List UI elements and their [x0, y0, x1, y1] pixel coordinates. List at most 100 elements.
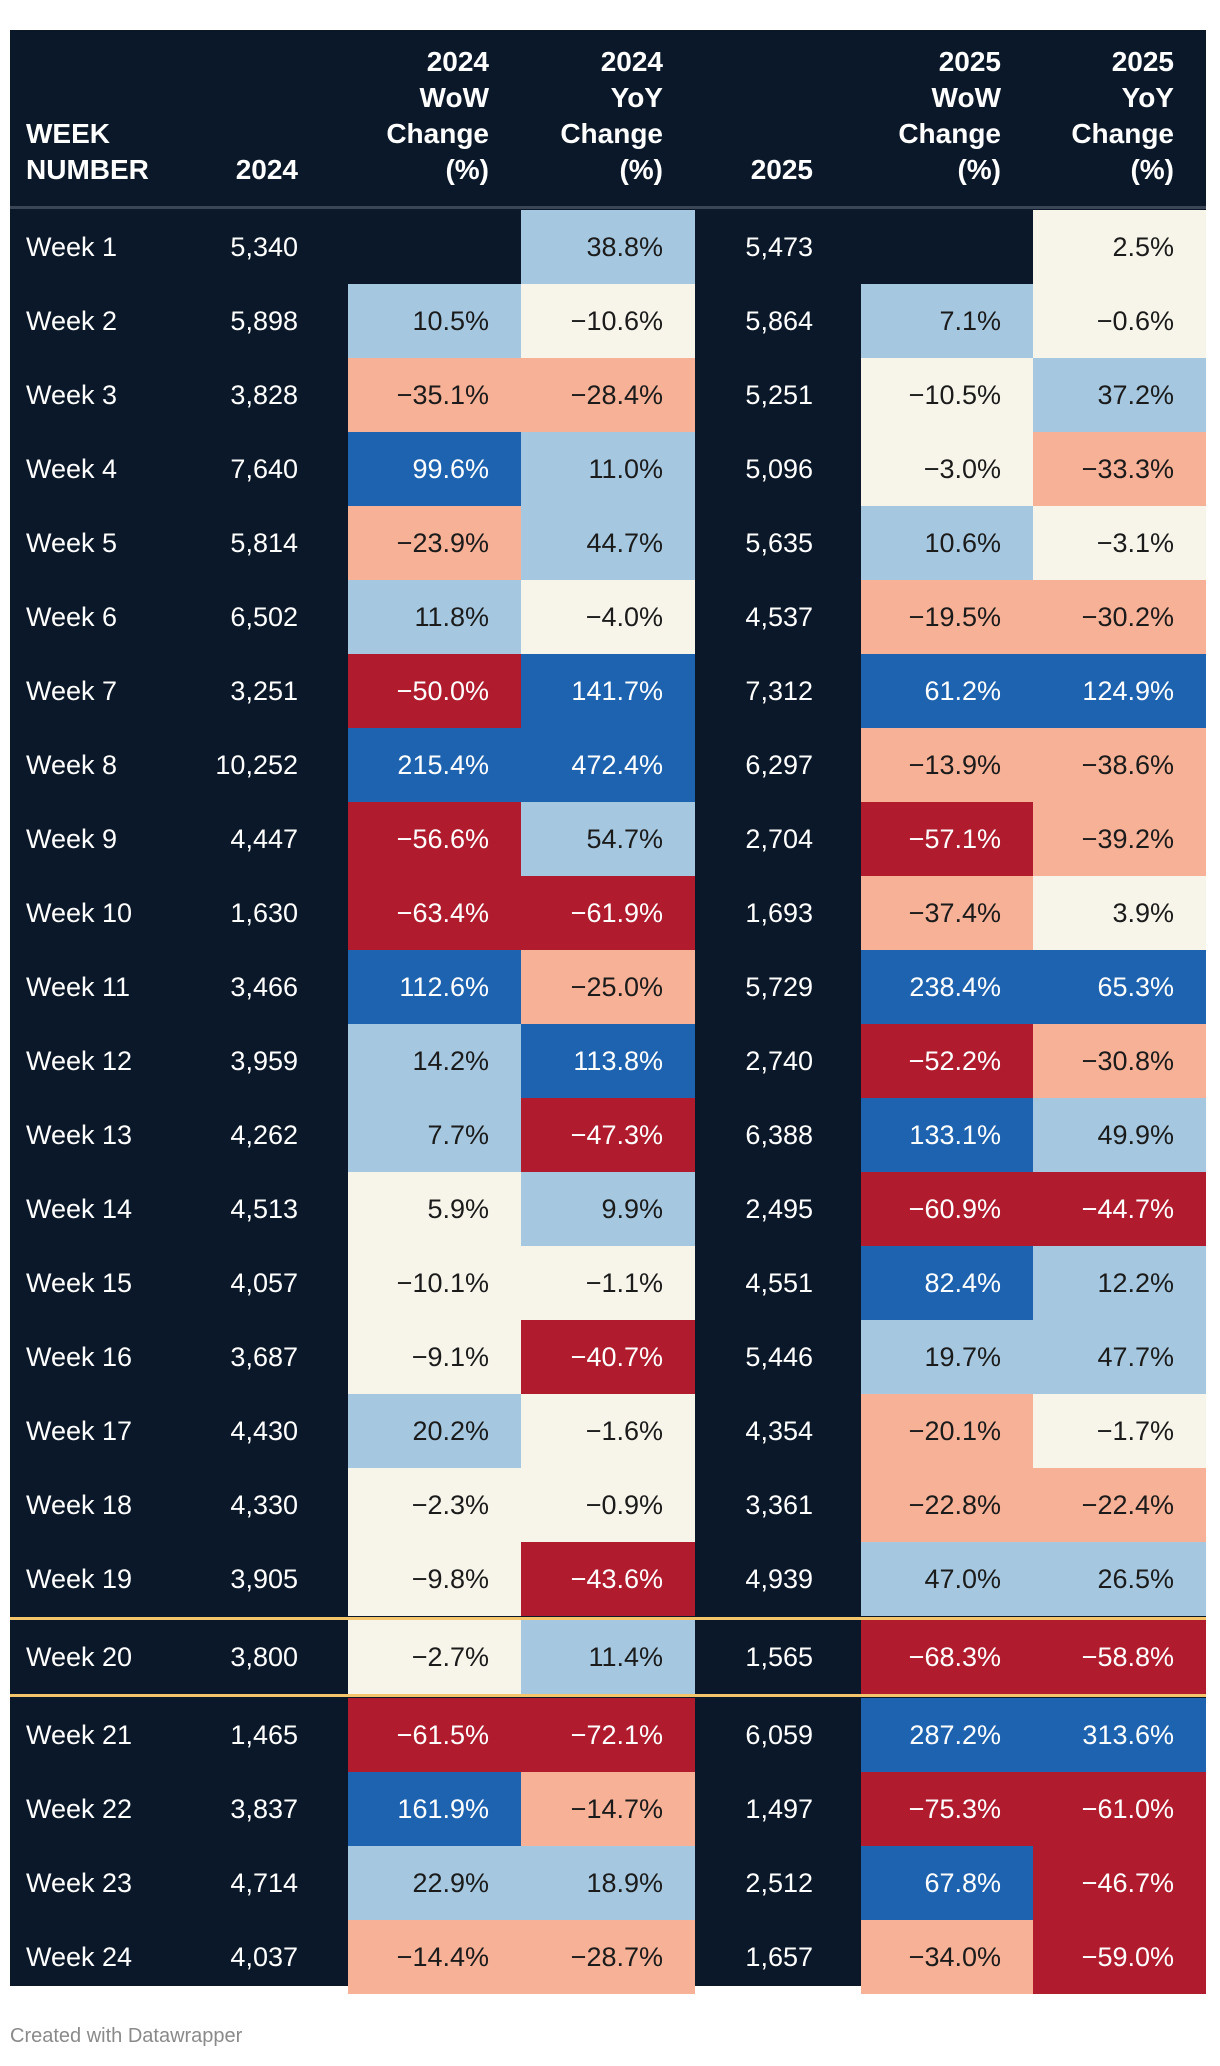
- table-cell-yoy2025: −58.8%: [1033, 1620, 1206, 1694]
- highlight-line: [10, 1617, 1206, 1620]
- table-cell-yoy2024: 38.8%: [521, 210, 695, 284]
- table-cell-wow2025: 238.4%: [861, 950, 1033, 1024]
- week-label: Week 5: [26, 527, 118, 558]
- table-cell-v2024: 7,640: [230, 453, 298, 484]
- table-cell-yoy2025: −38.6%: [1033, 728, 1206, 802]
- table-cell-v2025: 2,740: [745, 1045, 813, 1076]
- column-header: 2025 YoY Change (%): [1071, 46, 1174, 185]
- table-cell-wow2024: 14.2%: [348, 1024, 521, 1098]
- table-row: Week 10 1,630 −63.4% −61.9% 1,693 −37.4% 3.9%: [10, 876, 1206, 950]
- table-row: Week 7 3,251 −50.0% 141.7% 7,312 61.2% 124.9%: [10, 654, 1206, 728]
- week-label: Week 9: [26, 823, 118, 854]
- table-cell-yoy2025: 313.6%: [1033, 1698, 1206, 1772]
- table-cell-v2024: 4,447: [230, 823, 298, 854]
- table-cell-yoy2025: −3.1%: [1033, 506, 1206, 580]
- table-cell-wow2024: −35.1%: [348, 358, 521, 432]
- table-cell-wow2025: −52.2%: [861, 1024, 1033, 1098]
- table-cell-v2024: 4,714: [230, 1867, 298, 1898]
- table-cell-yoy2025: −46.7%: [1033, 1846, 1206, 1920]
- week-label: Week 12: [26, 1045, 133, 1076]
- table-cell-wow2024: −63.4%: [348, 876, 521, 950]
- table-cell-v2025: 5,635: [745, 527, 813, 558]
- table-cell-yoy2025: −22.4%: [1033, 1468, 1206, 1542]
- table-cell-v2025: 4,551: [745, 1267, 813, 1298]
- highlight-line: [10, 1694, 1206, 1697]
- table-cell-yoy2024: 141.7%: [521, 654, 695, 728]
- table-cell-yoy2024: −28.4%: [521, 358, 695, 432]
- week-label: Week 13: [26, 1119, 133, 1150]
- table-cell-v2025: 1,657: [745, 1941, 813, 1972]
- table-cell-yoy2024: −25.0%: [521, 950, 695, 1024]
- table-cell-yoy2025: 2.5%: [1033, 210, 1206, 284]
- table-cell-wow2024: 5.9%: [348, 1172, 521, 1246]
- table-cell-wow2024: 11.8%: [348, 580, 521, 654]
- table-cell-v2024: 4,330: [230, 1489, 298, 1520]
- table-row: Week 21 1,465 −61.5% −72.1% 6,059 287.2% 313.6…: [10, 1698, 1206, 1772]
- table-cell-wow2025: 67.8%: [861, 1846, 1033, 1920]
- table-cell-yoy2024: −47.3%: [521, 1098, 695, 1172]
- table-cell-wow2025: [861, 210, 1033, 284]
- table-cell-wow2024: 215.4%: [348, 728, 521, 802]
- table-cell-yoy2025: 49.9%: [1033, 1098, 1206, 1172]
- week-label: Week 24: [26, 1941, 133, 1972]
- table-cell-v2024: 1,630: [230, 897, 298, 928]
- table-row: Week 20 3,800 −2.7% 11.4% 1,565 −68.3% −58.8%: [10, 1620, 1206, 1694]
- table-cell-wow2024: 10.5%: [348, 284, 521, 358]
- table-cell-v2024: 4,513: [230, 1193, 298, 1224]
- table-cell-wow2025: −3.0%: [861, 432, 1033, 506]
- table-cell-v2025: 5,096: [745, 453, 813, 484]
- table-cell-yoy2025: 124.9%: [1033, 654, 1206, 728]
- week-label: Week 3: [26, 379, 118, 410]
- table-row: Week 15 4,057 −10.1% −1.1% 4,551 82.4% 12.2%: [10, 1246, 1206, 1320]
- table-cell-v2025: 4,939: [745, 1563, 813, 1594]
- table-cell-wow2025: 47.0%: [861, 1542, 1033, 1616]
- table-cell-wow2025: −34.0%: [861, 1920, 1033, 1994]
- week-label: Week 1: [26, 231, 118, 262]
- table-row: Week 22 3,837 161.9% −14.7% 1,497 −75.3% −61.0…: [10, 1772, 1206, 1846]
- table-cell-yoy2024: 9.9%: [521, 1172, 695, 1246]
- table-cell-v2025: 5,251: [745, 379, 813, 410]
- table-cell-yoy2024: −28.7%: [521, 1920, 695, 1994]
- week-label: Week 7: [26, 675, 118, 706]
- week-label: Week 18: [26, 1489, 133, 1520]
- table-cell-wow2024: 161.9%: [348, 1772, 521, 1846]
- table-cell-v2025: 1,693: [745, 897, 813, 928]
- table-cell-wow2025: 19.7%: [861, 1320, 1033, 1394]
- table-row: Week 3 3,828 −35.1% −28.4% 5,251 −10.5% 37.2%: [10, 358, 1206, 432]
- table-cell-wow2024: −50.0%: [348, 654, 521, 728]
- table-cell-wow2024: −10.1%: [348, 1246, 521, 1320]
- column-header: 2024: [235, 154, 298, 185]
- table-cell-wow2024: 7.7%: [348, 1098, 521, 1172]
- table-cell-v2025: 2,495: [745, 1193, 813, 1224]
- table-cell-yoy2025: 12.2%: [1033, 1246, 1206, 1320]
- column-header: 2024 WoW Change (%): [386, 46, 489, 185]
- table-row: Week 2 5,898 10.5% −10.6% 5,864 7.1% −0.6%: [10, 284, 1206, 358]
- table-row: Week 11 3,466 112.6% −25.0% 5,729 238.4% 65.3%: [10, 950, 1206, 1024]
- table-cell-v2025: 5,864: [745, 305, 813, 336]
- table-cell-v2024: 3,828: [230, 379, 298, 410]
- table-cell-v2024: 3,959: [230, 1045, 298, 1076]
- table-cell-v2025: 5,729: [745, 971, 813, 1002]
- week-label: Week 19: [26, 1563, 133, 1594]
- table-row: Week 14 4,513 5.9% 9.9% 2,495 −60.9% −44.7%: [10, 1172, 1206, 1246]
- table-cell-wow2025: −20.1%: [861, 1394, 1033, 1468]
- table-cell-yoy2025: −0.6%: [1033, 284, 1206, 358]
- table-cell-v2024: 6,502: [230, 601, 298, 632]
- table-cell-v2025: 4,537: [745, 601, 813, 632]
- table-cell-yoy2024: −72.1%: [521, 1698, 695, 1772]
- table-cell-wow2024: −2.7%: [348, 1620, 521, 1694]
- table-cell-yoy2024: −14.7%: [521, 1772, 695, 1846]
- table-cell-yoy2025: −1.7%: [1033, 1394, 1206, 1468]
- table-cell-v2025: 6,388: [745, 1119, 813, 1150]
- table-cell-wow2025: −57.1%: [861, 802, 1033, 876]
- table-cell-v2024: 3,251: [230, 675, 298, 706]
- table-cell-yoy2025: −59.0%: [1033, 1920, 1206, 1994]
- table-cell-v2025: 5,446: [745, 1341, 813, 1372]
- table-cell-wow2025: −37.4%: [861, 876, 1033, 950]
- table-cell-wow2025: −75.3%: [861, 1772, 1033, 1846]
- week-label: Week 16: [26, 1341, 133, 1372]
- table-cell-wow2025: −22.8%: [861, 1468, 1033, 1542]
- table-cell-wow2024: −56.6%: [348, 802, 521, 876]
- table-cell-v2024: 5,340: [230, 231, 298, 262]
- table-cell-v2025: 6,297: [745, 749, 813, 780]
